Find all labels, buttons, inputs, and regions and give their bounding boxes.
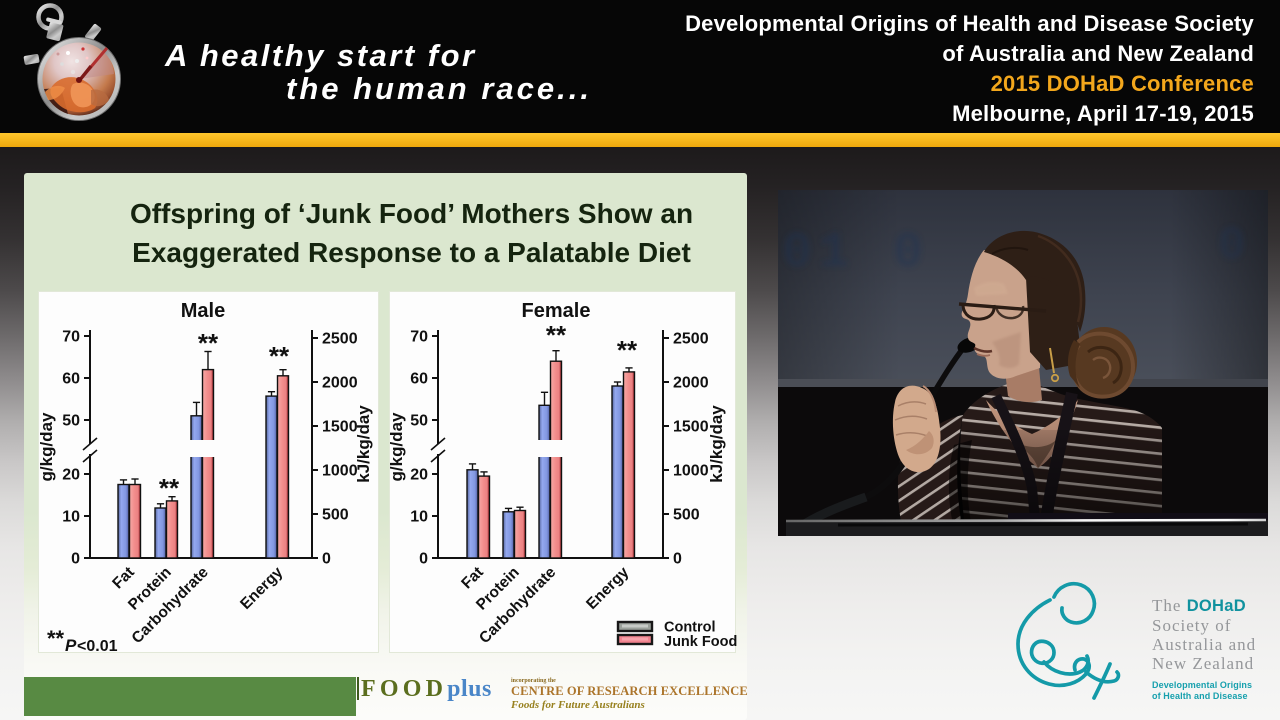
svg-text:g/kg/day: g/kg/day [37,412,56,482]
svg-text:**: ** [617,335,638,365]
svg-text:Junk Food: Junk Food [664,634,737,650]
svg-text:Control: Control [664,620,716,636]
svg-text:1500: 1500 [322,419,358,436]
svg-text:1000: 1000 [322,463,358,480]
svg-text:Male: Male [181,300,225,322]
svg-text:P: P [65,636,77,655]
svg-text:Fat: Fat [458,564,486,592]
svg-text:20: 20 [62,467,80,484]
svg-text:**: ** [198,328,219,358]
svg-text:Energy: Energy [237,564,286,613]
svg-text:**: ** [47,626,65,651]
svg-text:50: 50 [62,413,80,430]
svg-text:500: 500 [673,507,700,524]
svg-text:01 0: 01 0 [782,225,930,282]
svg-text:1500: 1500 [673,419,709,436]
svg-text:20: 20 [410,467,428,484]
svg-text:2500: 2500 [322,331,358,348]
svg-text:2500: 2500 [673,331,709,348]
svg-text:0: 0 [419,551,428,568]
svg-text:<0.01: <0.01 [77,638,118,655]
svg-text:10: 10 [62,509,80,526]
svg-text:kJ/kg/day: kJ/kg/day [354,405,373,483]
svg-text:0: 0 [322,551,331,568]
svg-text:Fat: Fat [109,564,137,592]
svg-text:**: ** [546,320,567,350]
svg-text:Female: Female [522,300,591,322]
svg-text:**: ** [269,341,290,371]
svg-text:60: 60 [410,371,428,388]
svg-text:2000: 2000 [322,375,358,392]
svg-text:50: 50 [410,413,428,430]
svg-text:0: 0 [1218,220,1246,272]
svg-text:0: 0 [673,551,682,568]
svg-text:70: 70 [62,329,80,346]
svg-text:Energy: Energy [583,564,632,613]
svg-text:kJ/kg/day: kJ/kg/day [707,405,726,483]
svg-text:10: 10 [410,509,428,526]
svg-text:**: ** [159,473,180,503]
svg-text:70: 70 [410,329,428,346]
svg-text:0: 0 [71,551,80,568]
svg-text:2000: 2000 [673,375,709,392]
svg-text:500: 500 [322,507,349,524]
svg-text:1000: 1000 [673,463,709,480]
svg-text:g/kg/day: g/kg/day [387,412,406,482]
svg-text:60: 60 [62,371,80,388]
